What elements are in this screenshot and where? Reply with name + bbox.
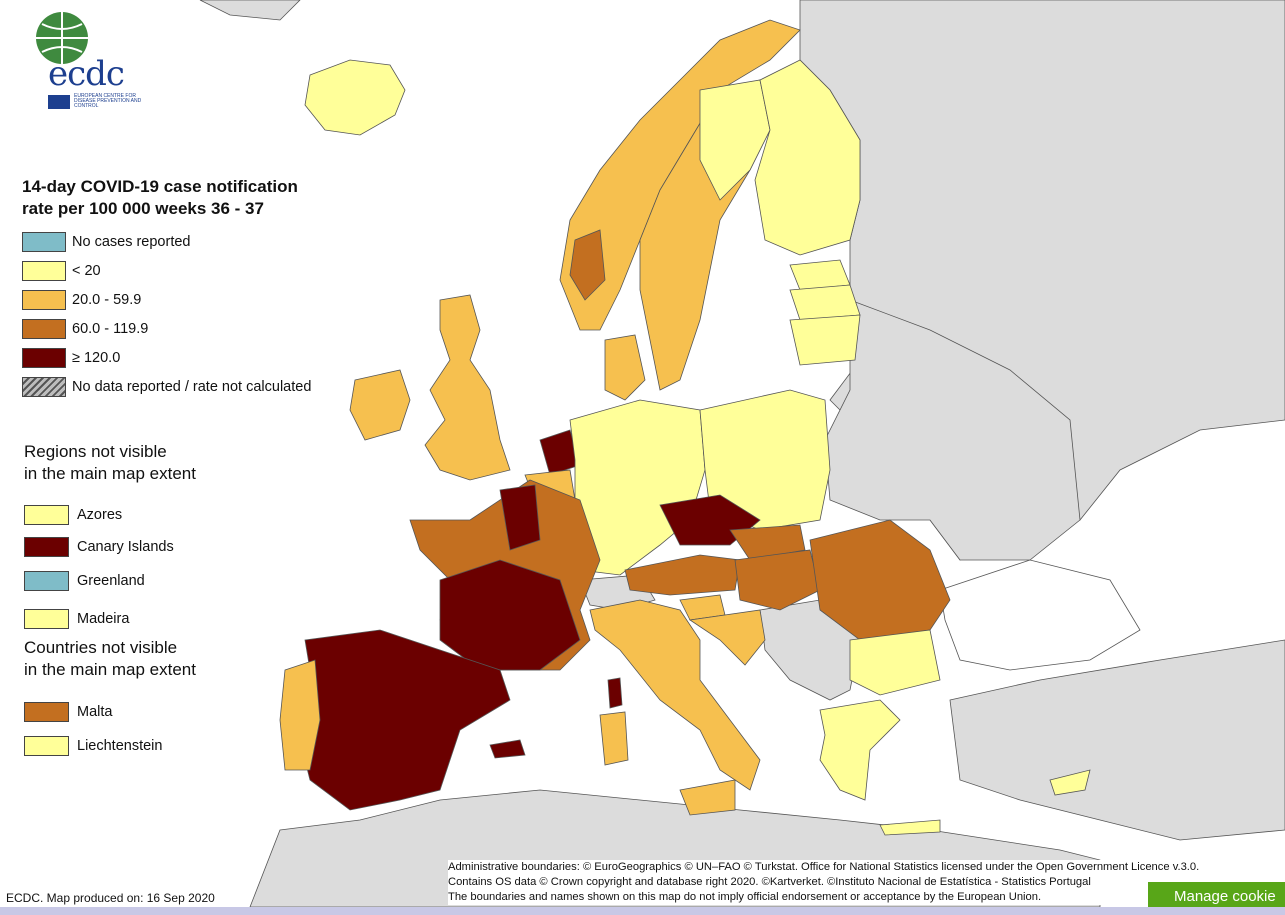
france-dark — [439, 559, 581, 671]
legend-item: 60.0 - 119.9 — [22, 318, 148, 340]
bulgaria — [849, 629, 941, 696]
credits-box: Administrative boundaries: © EuroGeograp… — [448, 860, 1283, 905]
regions-title-line2: in the main map extent — [24, 464, 196, 483]
country-swatch — [24, 702, 69, 722]
austria — [624, 554, 741, 596]
region-label: Madeira — [77, 611, 130, 627]
black-sea — [939, 559, 1141, 671]
country-swatch — [24, 736, 69, 756]
legend-swatch — [22, 319, 66, 339]
region-item: Greenland — [24, 570, 145, 592]
legend-swatch — [22, 261, 66, 281]
italy — [589, 599, 761, 791]
legend-item: ≥ 120.0 — [22, 347, 120, 369]
legend-title-line1: 14-day COVID-19 case notification — [22, 177, 298, 196]
legend-label: No data reported / rate not calculated — [72, 379, 312, 395]
croatia — [688, 609, 766, 666]
countries-title-line1: Countries not visible — [24, 638, 178, 657]
legend-title: 14-day COVID-19 case notification rate p… — [22, 176, 352, 220]
legend-label: 20.0 - 59.9 — [72, 292, 142, 308]
region-label: Azores — [77, 507, 123, 523]
country-item: Malta — [24, 701, 112, 723]
bottom-scrollbar — [0, 907, 1285, 915]
map-produced-date: ECDC. Map produced on: 16 Sep 2020 — [6, 891, 215, 905]
legend-label: 60.0 - 119.9 — [72, 321, 149, 337]
credits-line3: The boundaries and names shown on this m… — [448, 891, 1042, 903]
greece — [819, 699, 901, 801]
legend-item: < 20 — [22, 260, 101, 282]
logo-subtitle: EUROPEAN CENTRE FOR DISEASE PREVENTION A… — [74, 93, 142, 109]
paris-dark — [499, 484, 541, 551]
legend-item: No cases reported — [22, 231, 190, 253]
regions-title-line1: Regions not visible — [24, 442, 167, 461]
legend-swatch-hatched — [22, 377, 66, 397]
region-swatch — [24, 571, 69, 591]
credits-line2: Contains OS data © Crown copyright and d… — [448, 876, 1091, 888]
finland — [754, 59, 861, 256]
uk — [424, 294, 511, 481]
eu-flag-icon — [48, 95, 70, 109]
region-swatch — [24, 505, 69, 525]
region-swatch — [24, 537, 69, 557]
region-swatch — [24, 609, 69, 629]
logo-name: ecdc — [48, 54, 125, 94]
sardinia — [599, 711, 629, 766]
norway — [559, 19, 801, 331]
region-item: Azores — [24, 504, 122, 526]
region-item: Madeira — [24, 608, 129, 630]
romania — [809, 519, 951, 641]
slovakia — [729, 524, 806, 561]
sicily — [679, 779, 736, 816]
globe-icon — [36, 12, 88, 64]
iceland — [304, 59, 406, 136]
latvia — [789, 284, 861, 321]
credits-line1: Administrative boundaries: © EuroGeograp… — [448, 861, 1200, 873]
greenland-edge — [199, 0, 301, 21]
legend-label: No cases reported — [72, 234, 191, 250]
legend-label: ≥ 120.0 — [72, 350, 121, 366]
legend-item: No data reported / rate not calculated — [22, 376, 311, 398]
crete — [879, 819, 941, 836]
manage-cookies-button[interactable]: Manage cookie — [1148, 882, 1285, 910]
ecdc-logo — [22, 6, 152, 116]
hungary — [734, 549, 821, 611]
region-item: Canary Islands — [24, 536, 174, 558]
legend-swatch — [22, 290, 66, 310]
turkey-region — [949, 639, 1285, 841]
country-label: Malta — [77, 704, 113, 720]
region-label: Canary Islands — [77, 539, 174, 555]
legend-swatch — [22, 232, 66, 252]
regions-not-visible-title: Regions not visible in the main map exte… — [24, 441, 264, 485]
cyprus — [1049, 769, 1091, 796]
legend-swatch — [22, 348, 66, 368]
legend-item: 20.0 - 59.9 — [22, 289, 141, 311]
legend-label: < 20 — [72, 263, 101, 279]
legend-title-line2: rate per 100 000 weeks 36 - 37 — [22, 199, 264, 218]
norway-west-dark — [569, 229, 606, 301]
corsica — [607, 677, 623, 709]
germany — [569, 399, 706, 576]
countries-not-visible-title: Countries not visible in the main map ex… — [24, 637, 264, 681]
portugal — [279, 659, 321, 771]
lithuania — [789, 314, 861, 366]
region-label: Greenland — [77, 573, 145, 589]
countries-title-line2: in the main map extent — [24, 660, 196, 679]
ireland — [349, 369, 411, 441]
country-item: Liechtenstein — [24, 735, 162, 757]
poland — [699, 389, 831, 531]
balearic — [489, 739, 526, 759]
country-label: Liechtenstein — [77, 738, 163, 754]
denmark — [604, 334, 646, 401]
